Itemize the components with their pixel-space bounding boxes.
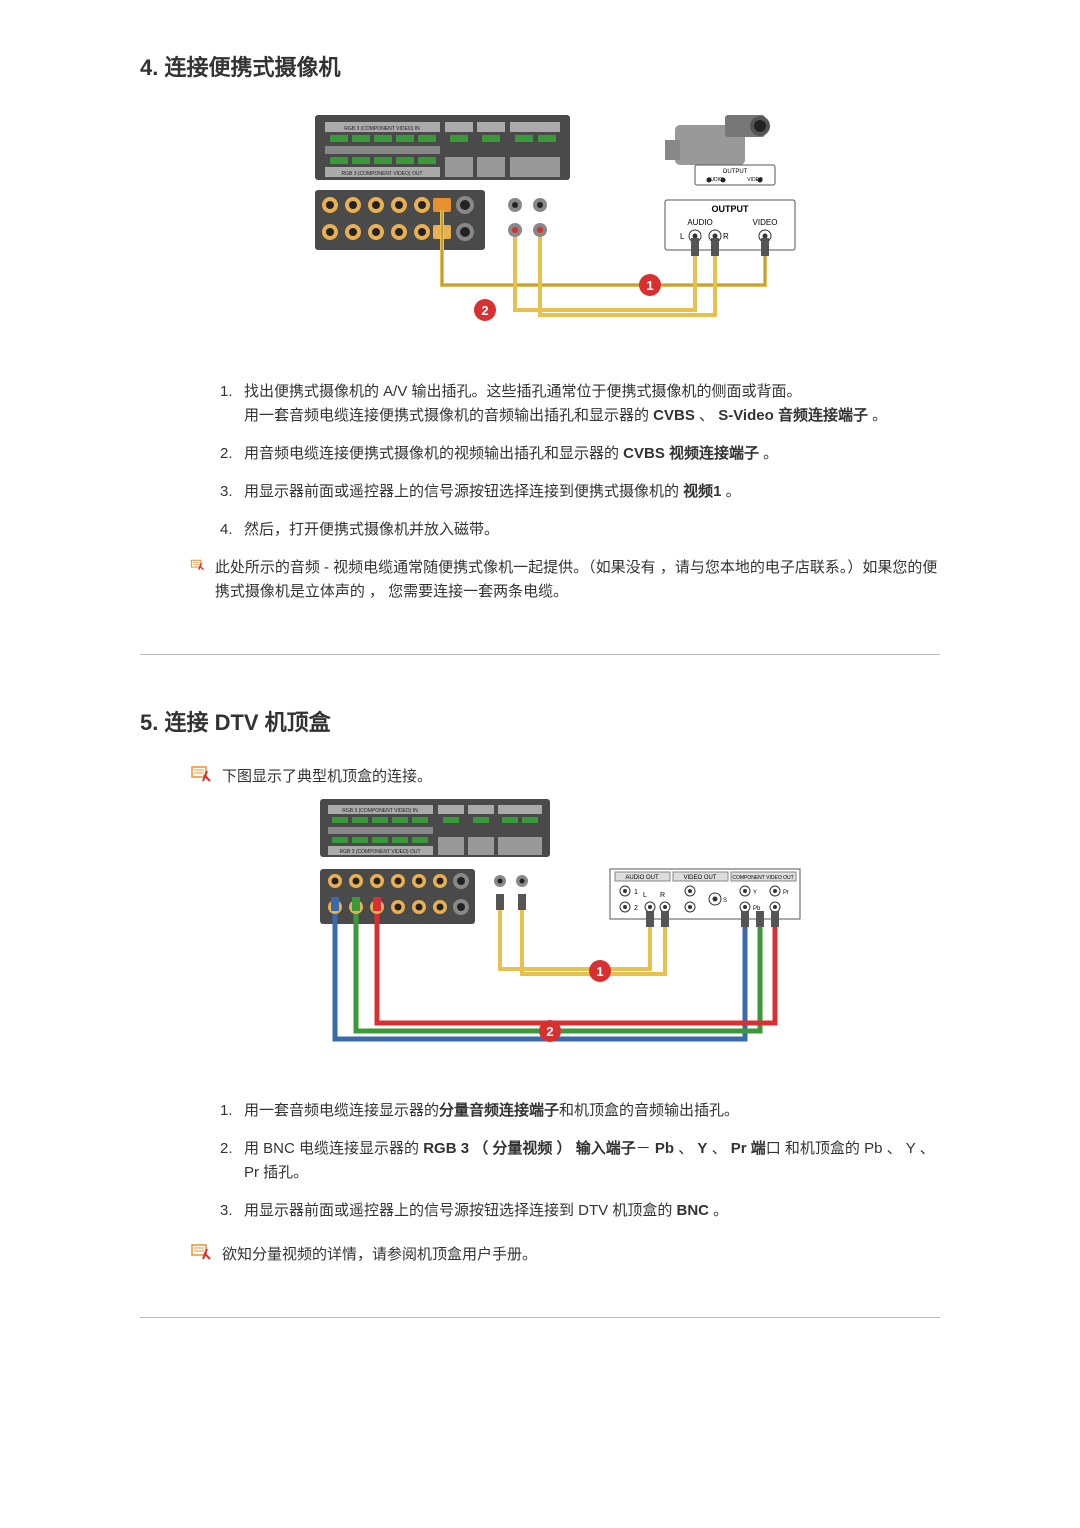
svg-text:2: 2 bbox=[481, 303, 488, 318]
svg-text:S: S bbox=[723, 898, 727, 904]
svg-text:COMPONENT VIDEO OUT: COMPONENT VIDEO OUT bbox=[732, 875, 793, 881]
section4-note: 此处所示的音频 - 视频电缆通常随便携式像机一起提供。（如果没有 ，请与您本地的… bbox=[140, 556, 940, 604]
step-item: 3. 用显示器前面或遥控器上的信号源按钮选择连接到便携式摄像机的 视频1 。 bbox=[220, 480, 940, 504]
step-item: 4. 然后，打开便携式摄像机并放入磁带。 bbox=[220, 518, 940, 542]
step-item: 3. 用显示器前面或遥控器上的信号源按钮选择连接到 DTV 机顶盒的 BNC 。 bbox=[220, 1199, 940, 1223]
step-num: 4. bbox=[220, 518, 244, 542]
svg-text:2: 2 bbox=[546, 1024, 553, 1039]
section5-steps: 1. 用一套音频电缆连接显示器的分量音频连接端子和机顶盒的音频输出插孔。 2. … bbox=[140, 1099, 940, 1223]
svg-text:RGB 3 (COMPONENT VIDEO) IN: RGB 3 (COMPONENT VIDEO) IN bbox=[342, 808, 418, 814]
step-item: 2. 用音频电缆连接便携式摄像机的视频输出插孔和显示器的 CVBS 视频连接端子… bbox=[220, 442, 940, 466]
svg-text:RGB 3 (COMPONENT VIDEO) OUT: RGB 3 (COMPONENT VIDEO) OUT bbox=[339, 849, 420, 855]
step-item: 2. 用 BNC 电缆连接显示器的 RGB 3 （ 分量视频 ） 输入端子－ P… bbox=[220, 1137, 940, 1185]
svg-text:L: L bbox=[680, 232, 685, 241]
section5-end-note: 欲知分量视频的详情，请参阅机顶盒用户手册。 bbox=[140, 1243, 940, 1267]
svg-text:VIDEO OUT: VIDEO OUT bbox=[683, 875, 716, 881]
step-num: 3. bbox=[220, 1199, 244, 1223]
section-divider bbox=[140, 654, 940, 655]
intro-text: 下图显示了典型机顶盒的连接。 bbox=[222, 765, 432, 789]
end-note-text: 欲知分量视频的详情，请参阅机顶盒用户手册。 bbox=[222, 1243, 537, 1267]
step-text: 用显示器前面或遥控器上的信号源按钮选择连接到 DTV 机顶盒的 BNC 。 bbox=[244, 1199, 940, 1223]
diagram-dtv: RGB 3 (COMPONENT VIDEO) IN RGB 3 (COMPON… bbox=[320, 799, 810, 1069]
note-text: 此处所示的音频 - 视频电缆通常随便携式像机一起提供。（如果没有 ，请与您本地的… bbox=[215, 556, 940, 604]
svg-text:OUTPUT: OUTPUT bbox=[723, 169, 748, 175]
step-num: 1. bbox=[220, 380, 244, 428]
diagram-camcorder: RGB 3 (COMPONENT VIDEO) IN RGB 3 (COMPON… bbox=[315, 110, 815, 350]
step-text: 用显示器前面或遥控器上的信号源按钮选择连接到便携式摄像机的 视频1 。 bbox=[244, 480, 940, 504]
svg-text:RGB 3 (COMPONENT VIDEO) IN: RGB 3 (COMPONENT VIDEO) IN bbox=[344, 126, 420, 132]
note-icon bbox=[190, 556, 205, 574]
step-num: 1. bbox=[220, 1099, 244, 1123]
section5-intro: 下图显示了典型机顶盒的连接。 bbox=[140, 765, 940, 789]
step-num: 2. bbox=[220, 442, 244, 466]
svg-text:2: 2 bbox=[634, 905, 638, 912]
note-icon bbox=[190, 765, 212, 783]
svg-text:1: 1 bbox=[634, 889, 638, 896]
svg-text:R: R bbox=[660, 892, 665, 899]
step-text: 用 BNC 电缆连接显示器的 RGB 3 （ 分量视频 ） 输入端子－ Pb 、… bbox=[244, 1137, 940, 1185]
step-text: 用一套音频电缆连接显示器的分量音频连接端子和机顶盒的音频输出插孔。 bbox=[244, 1099, 940, 1123]
svg-text:1: 1 bbox=[596, 964, 603, 979]
svg-text:AUDIO OUT: AUDIO OUT bbox=[625, 875, 659, 881]
step-text: 用音频电缆连接便携式摄像机的视频输出插孔和显示器的 CVBS 视频连接端子 。 bbox=[244, 442, 940, 466]
svg-text:RGB 3 (COMPONENT VIDEO) OUT: RGB 3 (COMPONENT VIDEO) OUT bbox=[341, 171, 422, 177]
svg-text:AUDIO: AUDIO bbox=[687, 218, 712, 227]
step-num: 3. bbox=[220, 480, 244, 504]
section4-steps: 1. 找出便携式摄像机的 A/V 输出插孔。这些插孔通常位于便携式摄像机的侧面或… bbox=[140, 380, 940, 542]
svg-text:L: L bbox=[643, 892, 647, 899]
step-text: 找出便携式摄像机的 A/V 输出插孔。这些插孔通常位于便携式摄像机的侧面或背面。… bbox=[244, 380, 940, 428]
section5-title: 5. 连接 DTV 机顶盒 bbox=[140, 705, 940, 740]
diagram-dtv-wrap: RGB 3 (COMPONENT VIDEO) IN RGB 3 (COMPON… bbox=[190, 799, 940, 1069]
section-divider bbox=[140, 1317, 940, 1318]
svg-text:VIDEO: VIDEO bbox=[753, 218, 778, 227]
svg-text:OUTPUT: OUTPUT bbox=[712, 204, 750, 214]
section-dtv: 5. 连接 DTV 机顶盒 下图显示了典型机顶盒的连接。 RGB 3 (COMP… bbox=[140, 705, 940, 1267]
svg-text:1: 1 bbox=[646, 278, 653, 293]
section-camcorder: 4. 连接便携式摄像机 RGB 3 (COMPONENT VIDEO) IN bbox=[140, 50, 940, 604]
step-item: 1. 用一套音频电缆连接显示器的分量音频连接端子和机顶盒的音频输出插孔。 bbox=[220, 1099, 940, 1123]
note-icon bbox=[190, 1243, 212, 1261]
svg-text:Y: Y bbox=[753, 890, 757, 896]
section4-title: 4. 连接便携式摄像机 bbox=[140, 50, 940, 85]
svg-text:R: R bbox=[723, 232, 729, 241]
diagram-camcorder-wrap: RGB 3 (COMPONENT VIDEO) IN RGB 3 (COMPON… bbox=[190, 110, 940, 350]
step-num: 2. bbox=[220, 1137, 244, 1185]
step-item: 1. 找出便携式摄像机的 A/V 输出插孔。这些插孔通常位于便携式摄像机的侧面或… bbox=[220, 380, 940, 428]
step-text: 然后，打开便携式摄像机并放入磁带。 bbox=[244, 518, 940, 542]
svg-text:Pr: Pr bbox=[783, 890, 789, 896]
